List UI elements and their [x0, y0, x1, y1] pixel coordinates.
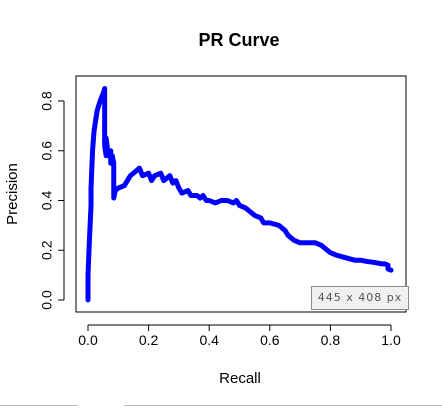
- x-tick-label: 0.2: [139, 332, 159, 348]
- x-tick-label: 0.6: [260, 332, 280, 348]
- series-layer: [85, 86, 394, 303]
- bottom-edge-line-right: [124, 405, 442, 406]
- y-tick-label: 0.0: [39, 290, 55, 310]
- image-size-label: 445 x 408 px: [317, 291, 403, 304]
- x-tick-label: 0.8: [321, 332, 341, 348]
- pr-curve-line: [85, 86, 394, 303]
- y-axis: 0.0 0.2 0.4 0.6 0.8: [39, 91, 65, 310]
- y-tick-label: 0.8: [39, 91, 55, 111]
- x-tick-label: 1.0: [381, 332, 401, 348]
- x-tick-label: 0.4: [199, 332, 219, 348]
- y-tick-label: 0.4: [39, 191, 55, 211]
- x-tick-label: 0.0: [78, 332, 98, 348]
- chart-title: PR Curve: [198, 30, 279, 50]
- x-axis: 0.0 0.2 0.4 0.6 0.8 1.0: [78, 324, 401, 348]
- x-axis-label: Recall: [219, 370, 261, 387]
- bottom-edge-strip: [0, 404, 442, 408]
- y-axis-label: Precision: [4, 163, 21, 225]
- y-tick-label: 0.6: [39, 141, 55, 161]
- y-tick-label: 0.2: [39, 240, 55, 260]
- bottom-edge-line-left: [0, 405, 78, 406]
- plot-frame: [75, 75, 407, 313]
- image-size-badge: 445 x 408 px: [311, 286, 409, 310]
